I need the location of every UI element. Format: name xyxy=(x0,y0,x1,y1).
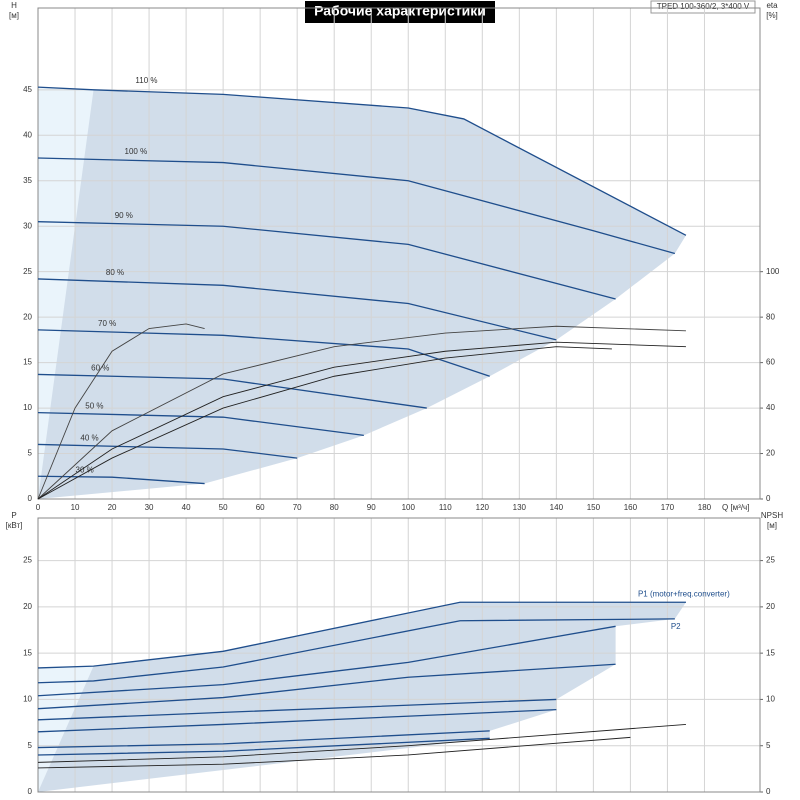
line-series xyxy=(37,346,612,500)
y-tick-label: 40 xyxy=(23,130,32,139)
line-series xyxy=(37,157,676,255)
annotation-box xyxy=(650,0,756,14)
y-tick-label: 35 xyxy=(23,176,32,185)
series-label: 110 % xyxy=(135,76,157,85)
x-tick-label: 160 xyxy=(624,503,638,512)
series-label: 30 % xyxy=(76,465,94,474)
series-label: 70 % xyxy=(98,319,116,328)
min-speed-region xyxy=(38,666,94,792)
y-tick-label: 45 xyxy=(23,85,32,94)
line-series xyxy=(37,329,490,377)
line-series xyxy=(37,278,557,341)
line-series xyxy=(37,730,490,749)
series-label: 100 % xyxy=(125,147,148,156)
x-tick-label: 180 xyxy=(698,503,712,512)
y-tick-label: 5 xyxy=(28,449,33,458)
x-tick-label: 140 xyxy=(550,503,564,512)
y-unit: [кВт] xyxy=(6,521,23,530)
line-series xyxy=(37,698,557,721)
chart-title: Рабочие характеристики xyxy=(314,3,486,19)
x-tick-label: 110 xyxy=(439,503,452,512)
y2-unit: [%] xyxy=(766,11,778,20)
y2-label: NPSH xyxy=(761,511,783,520)
y-tick-label: 10 xyxy=(23,403,32,412)
y-unit: [м] xyxy=(9,11,19,20)
y-tick-label: 0 xyxy=(28,787,33,796)
y-tick-label: 0 xyxy=(28,494,33,503)
plot-frame xyxy=(37,517,761,793)
line-series xyxy=(37,443,298,459)
y2-tick-label: 5 xyxy=(766,741,771,750)
y2-tick-label: 60 xyxy=(766,358,775,367)
series-label: 80 % xyxy=(106,268,124,277)
x-tick-label: 70 xyxy=(293,503,302,512)
line-series xyxy=(37,373,427,409)
y2-unit: [м] xyxy=(767,521,777,530)
x-tick-label: 20 xyxy=(108,503,117,512)
x-tick-label: 60 xyxy=(256,503,265,512)
line-series xyxy=(37,663,616,710)
x-tick-label: 150 xyxy=(587,503,601,512)
y2-tick-label: 15 xyxy=(766,648,775,657)
y-tick-label: 20 xyxy=(23,602,32,611)
series-label: P2 xyxy=(671,622,681,631)
operating-region xyxy=(38,87,686,499)
series-label: 50 % xyxy=(85,402,103,411)
series-label: 40 % xyxy=(80,434,98,443)
y-tick-label: 20 xyxy=(23,312,32,321)
x-tick-label: 80 xyxy=(330,503,339,512)
series-label: 90 % xyxy=(115,211,133,220)
series-label: P1 (motor+freq.converter) xyxy=(638,589,730,598)
x-tick-label: 40 xyxy=(182,503,191,512)
y2-tick-label: 0 xyxy=(766,787,771,796)
line-series xyxy=(37,737,490,756)
y2-tick-label: 0 xyxy=(766,494,771,503)
y-tick-label: 15 xyxy=(23,648,32,657)
series-label: 60 % xyxy=(91,364,109,373)
y2-tick-label: 20 xyxy=(766,449,775,458)
x-tick-label: 10 xyxy=(71,503,80,512)
line-series xyxy=(37,341,686,500)
line-series xyxy=(37,86,687,236)
min-speed-region xyxy=(38,87,94,499)
x-tick-label: 90 xyxy=(367,503,376,512)
line-series xyxy=(37,736,631,769)
y2-tick-label: 40 xyxy=(766,403,775,412)
y-tick-label: 5 xyxy=(28,741,33,750)
line-series xyxy=(37,323,205,500)
y2-tick-label: 80 xyxy=(766,312,775,321)
line-series xyxy=(37,625,616,697)
y-tick-label: 10 xyxy=(23,695,32,704)
line-series xyxy=(37,618,675,684)
x-tick-label: 0 xyxy=(36,503,41,512)
line-series xyxy=(37,411,364,436)
y-label: H xyxy=(11,1,17,10)
x-tick-label: 170 xyxy=(661,503,675,512)
y-tick-label: 15 xyxy=(23,358,32,367)
x-tick-label: 50 xyxy=(219,503,228,512)
y-tick-label: 25 xyxy=(23,556,32,565)
y2-label: eta xyxy=(766,1,778,10)
y2-tick-label: 100 xyxy=(766,267,780,276)
line-series xyxy=(37,708,557,733)
line-series xyxy=(37,601,686,669)
x-tick-label: 120 xyxy=(476,503,490,512)
y-tick-label: 25 xyxy=(23,267,32,276)
x-tick-label: 100 xyxy=(402,503,416,512)
line-series xyxy=(37,723,686,763)
y2-tick-label: 25 xyxy=(766,556,775,565)
y2-tick-label: 20 xyxy=(766,602,775,611)
x-tick-label: 130 xyxy=(513,503,527,512)
y-label: P xyxy=(11,511,16,520)
annotation: TPED 100-360/2, 3*400 V xyxy=(657,2,750,11)
y2-tick-label: 10 xyxy=(766,695,775,704)
line-series xyxy=(37,325,686,500)
title-box xyxy=(305,1,495,23)
line-series xyxy=(37,221,616,300)
plot-frame xyxy=(37,7,761,500)
x-label: Q [м³/ч] xyxy=(722,503,749,512)
x-tick-label: 30 xyxy=(145,503,154,512)
y-tick-label: 30 xyxy=(23,221,32,230)
